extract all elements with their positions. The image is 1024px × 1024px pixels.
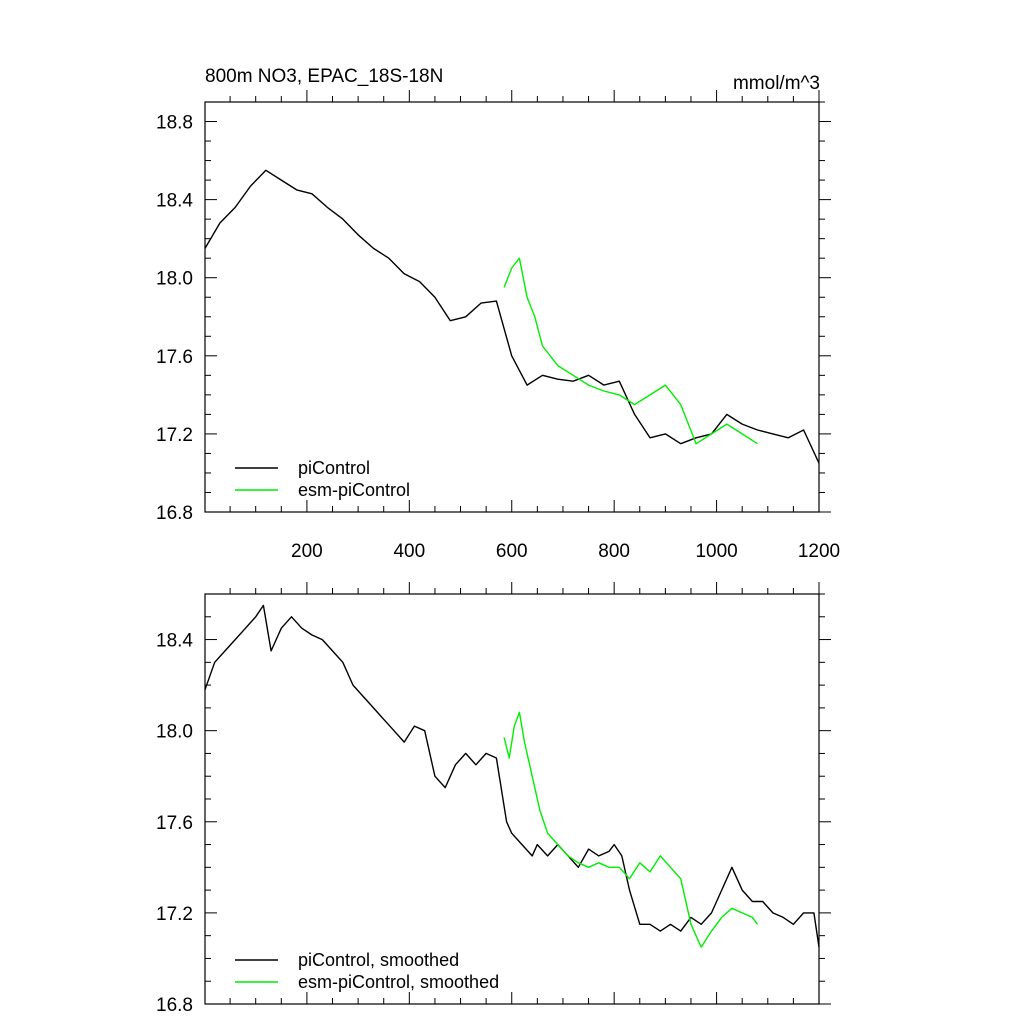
bottom-panel: 16.8 17.2 17.6 18.0 18.4 piControl, smoothed… bbox=[156, 582, 831, 1016]
y-tick-label: 18.8 bbox=[156, 113, 193, 134]
x-tick-label: 200 bbox=[291, 541, 323, 562]
x-tick-label: 600 bbox=[496, 541, 528, 562]
legend-label-picontrol-smoothed: piControl, smoothed bbox=[298, 950, 459, 970]
top-legend: piControl esm-piControl bbox=[235, 458, 410, 500]
y-tick-label: 18.0 bbox=[156, 722, 193, 743]
y-tick-label: 17.6 bbox=[156, 347, 193, 368]
top-panel: 16.8 17.2 17.6 18.0 18.4 18.8 200 400 600 800 1000… bbox=[156, 90, 840, 562]
top-plot-frame bbox=[204, 101, 820, 513]
chart-title: 800m NO3, EPAC_18S-18N bbox=[205, 66, 443, 87]
units-label: mmol/m^3 bbox=[733, 73, 820, 94]
y-tick-label: 16.8 bbox=[156, 503, 193, 524]
y-tick-label: 16.8 bbox=[156, 995, 193, 1016]
y-tick-label: 18.0 bbox=[156, 269, 193, 290]
legend-label-esm-picontrol-smoothed: esm-piControl, smoothed bbox=[298, 972, 499, 992]
series-line-picontrol-smoothed bbox=[204, 604, 820, 948]
x-tick-label: 1000 bbox=[695, 541, 737, 562]
series-line-esm-picontrol bbox=[503, 257, 758, 445]
legend-label-picontrol: piControl bbox=[298, 458, 370, 478]
bottom-legend: piControl, smoothed esm-piControl, smoot… bbox=[235, 950, 499, 992]
y-tick-label: 17.2 bbox=[156, 904, 193, 925]
y-tick-label: 17.2 bbox=[156, 425, 193, 446]
x-tick-label: 400 bbox=[393, 541, 425, 562]
x-tick-label: 800 bbox=[598, 541, 630, 562]
y-tick-label: 18.4 bbox=[156, 631, 193, 652]
y-tick-label: 18.4 bbox=[156, 191, 193, 212]
y-tick-label: 17.6 bbox=[156, 813, 193, 834]
series-line-esm-picontrol-smoothed bbox=[503, 711, 759, 948]
bottom-plot-frame bbox=[204, 593, 820, 1005]
legend-label-esm-picontrol: esm-piControl bbox=[298, 480, 410, 500]
x-tick-label: 1200 bbox=[798, 541, 840, 562]
series-line-picontrol bbox=[204, 169, 820, 464]
